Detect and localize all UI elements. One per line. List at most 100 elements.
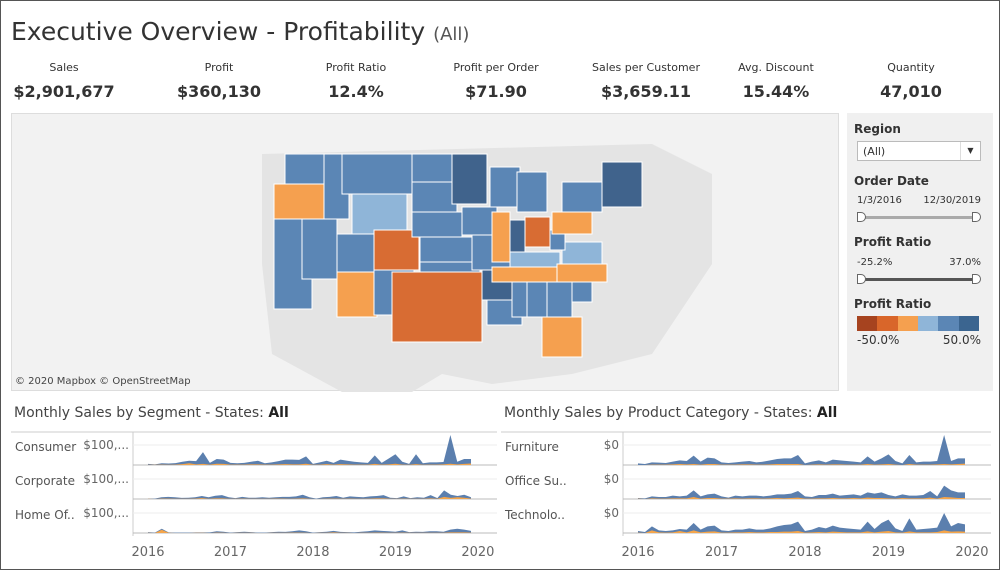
kpi-profit-ratio: Profit Ratio 12.4% [311, 61, 401, 101]
legend-min: -50.0% [857, 333, 900, 347]
profit-area[interactable] [638, 530, 965, 533]
profit-ratio-min: -25.2% [857, 257, 893, 268]
sales-area[interactable] [638, 435, 965, 465]
y-tick-label: $100,... [83, 506, 129, 520]
state-ms[interactable] [511, 281, 528, 318]
kpi-value: $360,130 [176, 82, 261, 101]
slider-handle-max[interactable] [972, 274, 981, 284]
title-filter: (All) [433, 24, 470, 45]
state-sc[interactable] [571, 281, 593, 303]
state-al[interactable] [526, 281, 548, 318]
kpi-label: Profit [204, 61, 234, 74]
kpi-profit-per-order: Profit per Order $71.90 [401, 61, 591, 101]
chart-title-text: Monthly Sales by Product Category - Stat… [504, 405, 817, 421]
state-az[interactable] [336, 271, 378, 318]
chevron-down-icon[interactable]: ▼ [960, 142, 980, 160]
state-mn[interactable] [451, 153, 488, 205]
kpi-sales: Sales $2,901,677 [1, 61, 127, 101]
slider-handle-min[interactable] [857, 212, 866, 222]
state-mi[interactable] [516, 171, 548, 213]
x-tick-label: 2016 [131, 545, 164, 560]
color-legend [857, 316, 979, 331]
state-tx[interactable] [391, 271, 483, 343]
sales-area[interactable] [638, 513, 965, 533]
filter-panel: Region (All) ▼ Order Date 1/3/2016 12/30/2… [847, 113, 993, 391]
x-tick-label: 2018 [296, 545, 329, 560]
kpi-profit: Profit $360,130 [127, 61, 311, 101]
slider-handle-min[interactable] [857, 274, 866, 284]
profit-area[interactable] [148, 463, 471, 465]
chart-title-bold: All [816, 405, 838, 421]
legend-swatch [958, 316, 979, 331]
state-nv[interactable] [301, 218, 338, 280]
order-date-max: 12/30/2019 [923, 195, 981, 206]
state-il[interactable] [491, 211, 511, 263]
x-tick-label: 2020 [461, 545, 494, 560]
y-tick-label: $0 [604, 438, 619, 452]
kpi-label: Sales per Customer [592, 61, 700, 74]
state-tn[interactable] [491, 266, 558, 283]
legend-title: Profit Ratio [854, 297, 932, 311]
row-label: Corporate [15, 474, 75, 488]
state-ga[interactable] [546, 281, 573, 318]
profit-ratio-filter-label: Profit Ratio [854, 235, 932, 249]
row-label: Furniture [505, 440, 559, 454]
legend-swatch [917, 316, 939, 331]
sales-area[interactable] [638, 485, 965, 499]
map-attribution[interactable]: © 2020 Mapbox © OpenStreetMap [15, 376, 191, 387]
state-va[interactable] [561, 241, 603, 265]
x-tick-label: 2020 [955, 545, 988, 560]
state-nc[interactable] [556, 263, 608, 283]
legend-swatch [877, 316, 898, 331]
profit-ratio-slider[interactable] [857, 274, 981, 284]
kpi-label: Avg. Discount [738, 61, 814, 74]
x-tick-label: 2019 [872, 545, 905, 560]
state-mt[interactable] [341, 153, 413, 195]
state-ut[interactable] [336, 233, 375, 275]
state-ne[interactable] [411, 211, 463, 238]
profit-area[interactable] [638, 463, 965, 465]
state-fl[interactable] [541, 316, 583, 358]
category-area-chart: Furniture $0 Office Su.. $0 Technolo.. $0 2016… [501, 431, 991, 560]
state-me[interactable] [601, 161, 643, 208]
legend-swatch [897, 316, 918, 331]
row-label: Home Of.. [15, 508, 75, 522]
kpi-value: $3,659.11 [600, 82, 692, 101]
state-wi[interactable] [489, 166, 521, 208]
x-tick-label: 2017 [705, 545, 738, 560]
kpi-label: Quantity [887, 61, 935, 74]
kpi-label: Sales [49, 61, 79, 74]
state-ks[interactable] [419, 236, 476, 263]
region-dropdown[interactable]: (All) ▼ [857, 141, 981, 161]
state-pa[interactable] [551, 211, 593, 235]
category-chart-title: Monthly Sales by Product Category - Stat… [504, 405, 837, 421]
map-canvas[interactable] [12, 114, 840, 392]
order-date-min: 1/3/2016 [857, 195, 902, 206]
profit-area[interactable] [638, 497, 965, 499]
kpi-quantity: Quantity 47,010 [851, 61, 971, 101]
row-label: Office Su.. [505, 474, 567, 488]
kpi-value: 12.4% [328, 82, 384, 101]
x-tick-label: 2017 [214, 545, 247, 560]
state-ny[interactable] [561, 181, 603, 213]
sales-area[interactable] [148, 435, 471, 465]
legend-swatch [857, 316, 878, 331]
sales-area[interactable] [148, 528, 471, 533]
slider-handle-max[interactable] [972, 212, 981, 222]
kpi-avg-discount: Avg. Discount 15.44% [701, 61, 851, 101]
state-in[interactable] [509, 219, 526, 256]
profit-map[interactable] [11, 113, 840, 392]
x-tick-label: 2019 [379, 545, 412, 560]
state-ky[interactable] [509, 251, 561, 268]
kpi-value: $71.90 [465, 82, 527, 101]
state-nd[interactable] [411, 153, 453, 183]
state-oh[interactable] [524, 216, 551, 248]
state-sd[interactable] [411, 181, 458, 213]
order-date-slider[interactable] [857, 212, 981, 222]
sales-area[interactable] [148, 490, 471, 499]
region-value: (All) [863, 145, 886, 158]
state-wy[interactable] [351, 193, 408, 235]
kpi-value: $2,901,677 [13, 82, 115, 101]
title-text: Executive Overview - Profitability [11, 17, 426, 46]
legend-swatch [938, 316, 959, 331]
